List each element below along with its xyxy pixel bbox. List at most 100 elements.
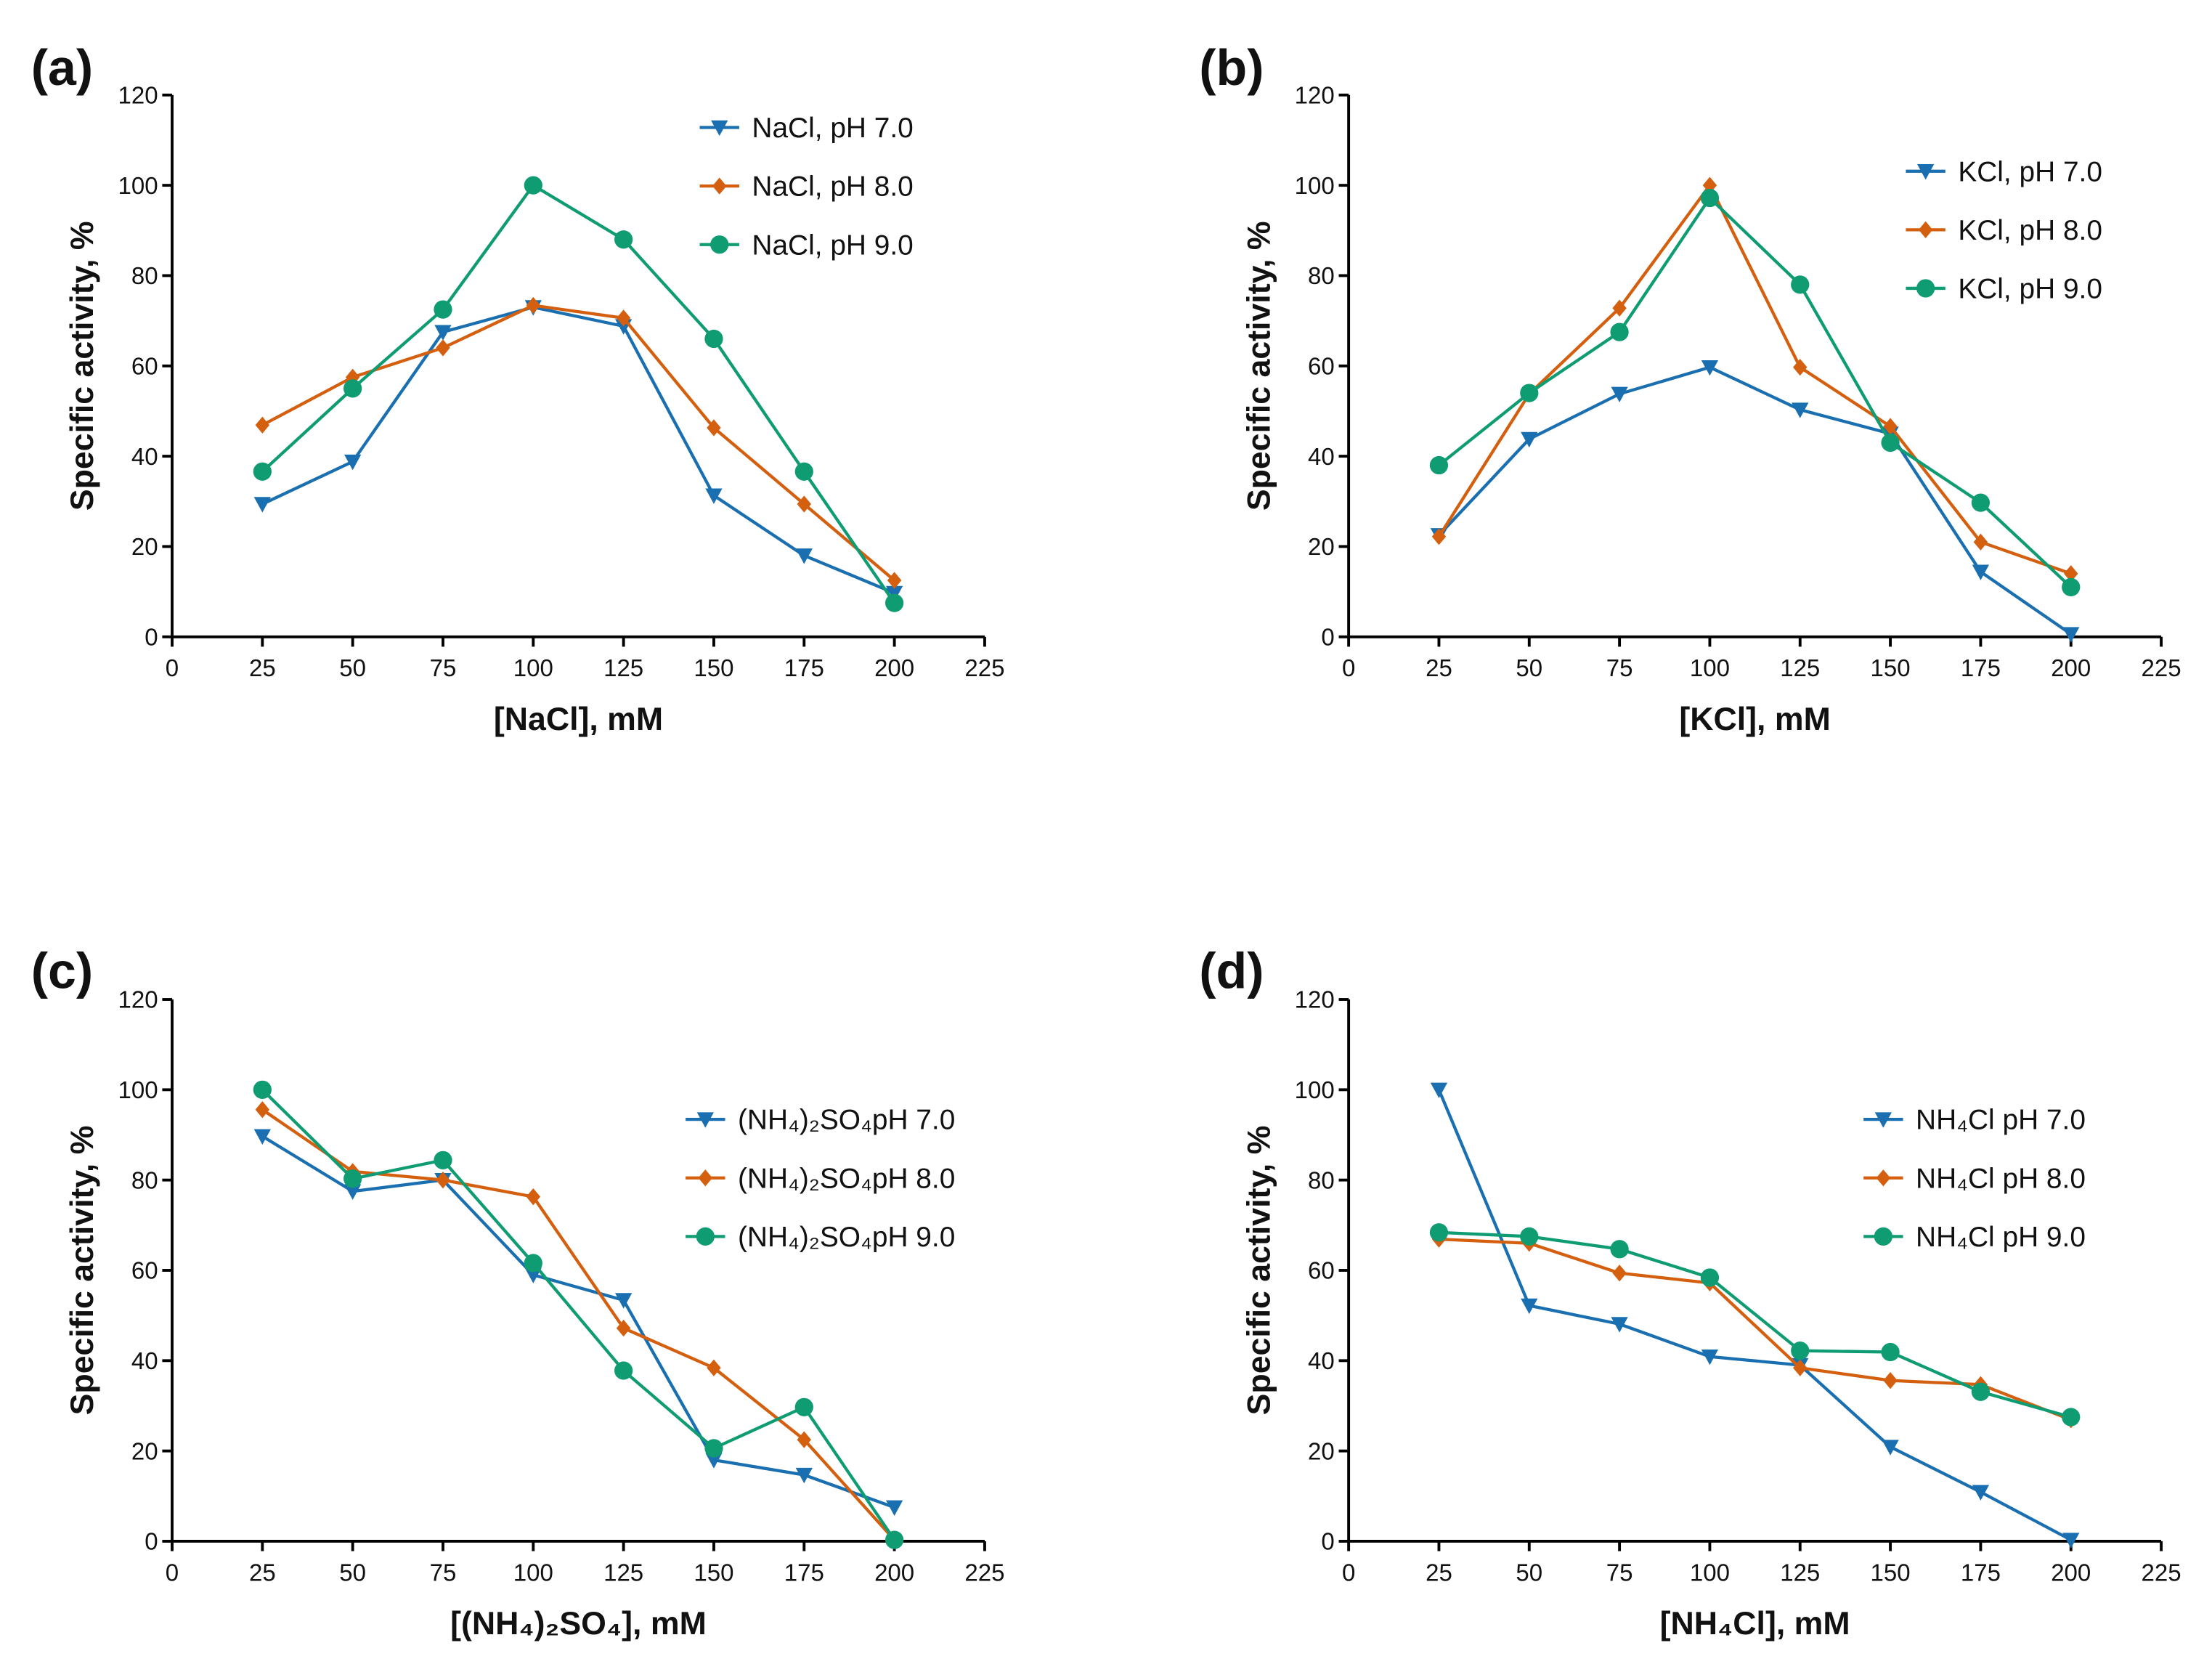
legend-label: NH₄Cl pH 8.0 [1916,1163,2086,1194]
x-tick-label: 75 [430,1559,457,1586]
legend-label: NaCl, pH 8.0 [752,171,913,203]
x-tick-label: 50 [339,654,366,681]
x-tick-label: 50 [1516,654,1542,681]
x-axis-title: [NaCl], mM [494,702,663,737]
y-tick-label: 0 [1321,1528,1334,1555]
y-tick-label: 20 [1308,533,1335,560]
data-point [795,548,813,564]
x-tick-label: 75 [1606,654,1633,681]
data-point [1793,358,1808,376]
x-tick-label: 75 [430,654,457,681]
x-tick-label: 50 [339,1559,366,1586]
x-tick-label: 150 [694,1559,733,1586]
series-line [261,183,896,604]
data-point [1521,1298,1538,1315]
x-tick-label: 50 [1516,1559,1542,1586]
data-point [1700,188,1720,208]
data-point [1612,1265,1627,1282]
legend-marker [698,1169,713,1187]
x-tick-label: 225 [2142,1559,2181,1586]
x-tick-label: 175 [1961,654,2001,681]
y-tick-label: 120 [1295,986,1335,1013]
x-tick-label: 0 [166,654,179,681]
data-point [1883,1372,1898,1389]
y-tick-label: 120 [1295,81,1335,108]
data-point [1701,360,1719,376]
legend-marker [711,120,728,137]
data-point [1701,1350,1719,1365]
y-tick-label: 0 [145,1528,158,1555]
series-line [1437,182,2072,575]
legend-marker [1876,1169,1891,1187]
data-point [616,1319,631,1337]
data-point [614,1293,633,1309]
series-1 [253,1129,903,1517]
data-point [1520,384,1539,402]
x-tick-label: 175 [1961,1559,2001,1586]
data-point [526,296,541,315]
y-tick-label: 120 [118,986,158,1013]
data-point [1429,1223,1449,1242]
x-tick-label: 225 [964,654,1004,681]
data-point [1881,433,1900,453]
legend-label: NaCl, pH 7.0 [752,113,913,144]
data-point [253,1129,271,1145]
series-1 [1430,1082,2080,1549]
x-tick-label: 200 [874,1559,914,1586]
data-point [1429,455,1449,475]
legend-marker [696,1112,714,1128]
data-point [1791,1342,1810,1360]
data-point [524,1267,542,1283]
x-tick-label: 125 [1780,1559,1820,1586]
data-point [795,1467,813,1484]
x-tick-label: 25 [1426,654,1452,681]
y-tick-label: 100 [118,1076,158,1103]
x-tick-label: 225 [2142,654,2181,681]
x-tick-label: 100 [1690,1559,1730,1586]
data-point [524,176,542,195]
x-tick-label: 200 [2051,654,2091,681]
series-line [1438,195,2073,588]
legend-marker [1916,279,1935,298]
data-point [343,379,362,398]
data-point [885,1500,903,1517]
legend-label: NH₄Cl pH 9.0 [1916,1222,2086,1253]
legend-label: (NH₄)₂SO₄pH 9.0 [738,1222,955,1253]
x-tick-label: 200 [2051,1559,2091,1586]
y-tick-label: 40 [1308,443,1335,470]
x-axis-title: [(NH₄)₂SO₄], mM [450,1606,707,1642]
y-tick-label: 100 [1295,1076,1335,1103]
legend-marker [1918,221,1933,238]
x-tick-label: 150 [694,654,733,681]
data-point [1792,402,1809,418]
panel-label: (b) [1199,39,1264,96]
y-tick-label: 40 [131,443,158,470]
data-point [704,1439,723,1458]
y-axis-title: Specific activity, % [1241,221,1277,511]
legend-label: KCl, pH 7.0 [1958,156,2102,187]
panel-d: (d) 0 20 40 60 80 100 120 0 25 50 75 100 125 150 175 200… [1199,942,2181,1642]
series-1 [1430,360,2080,643]
x-tick-label: 150 [1871,1559,1911,1586]
data-point [1610,1240,1629,1259]
series-line [261,1135,895,1509]
data-point [1971,493,1991,512]
data-point [614,1361,633,1380]
x-tick-label: 150 [1871,654,1911,681]
y-tick-label: 100 [118,172,158,199]
x-tick-label: 100 [513,654,553,681]
data-point [705,488,723,504]
y-tick-label: 80 [131,262,158,289]
data-point [707,1359,721,1376]
y-tick-label: 60 [131,1257,158,1284]
data-point [2062,627,2080,643]
series-1 [253,300,903,602]
panel-c: (c) 0 20 40 60 80 100 120 0 25 50 75 100 125 150 175 200… [31,942,1005,1642]
data-point [2062,1533,2080,1549]
y-tick-label: 60 [1308,352,1335,379]
legend-marker [1874,1112,1892,1128]
data-point [1431,528,1447,545]
data-point [253,497,271,513]
series-2 [255,296,902,589]
data-point [434,300,452,319]
